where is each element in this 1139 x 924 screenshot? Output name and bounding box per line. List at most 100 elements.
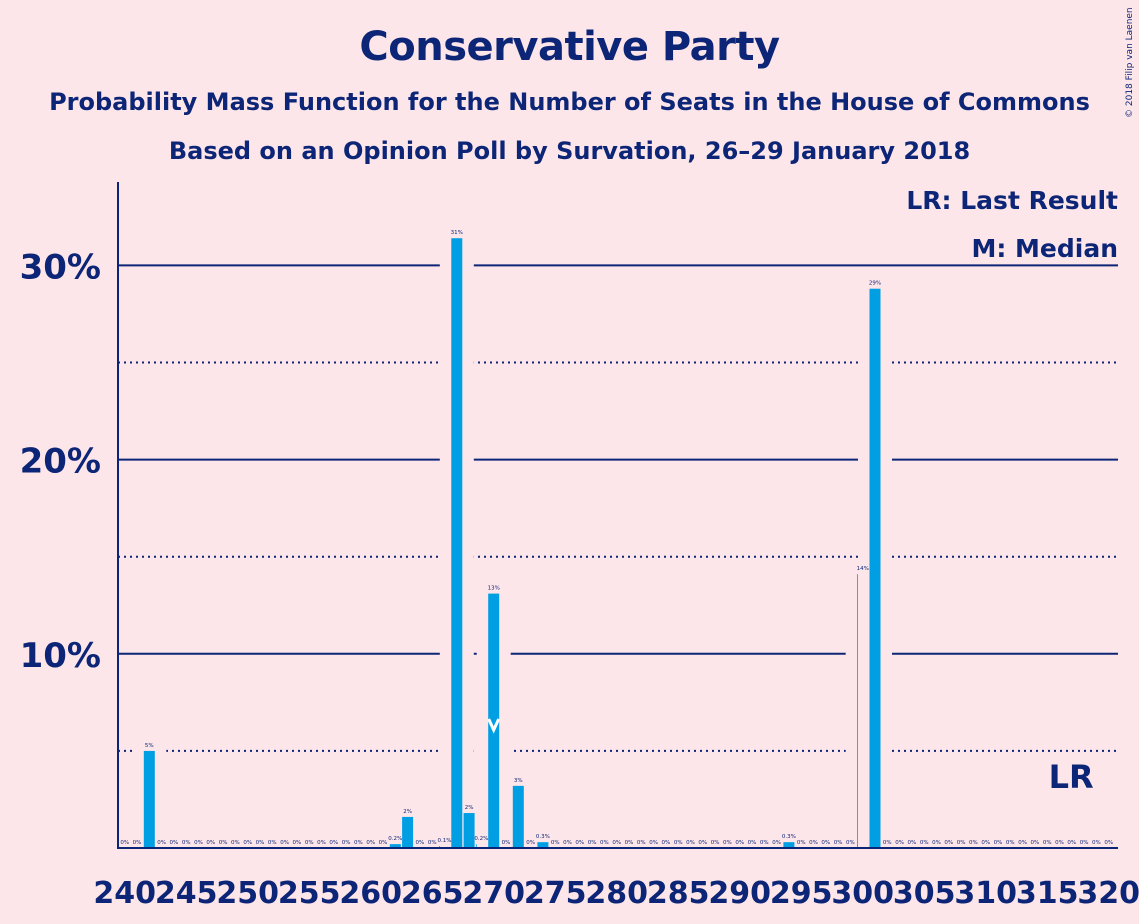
bar-label-316: 0% xyxy=(1055,840,1064,846)
bar-label-253: 0% xyxy=(280,840,289,846)
x-tick-label-250: 250 xyxy=(216,876,279,911)
bar-label-271: 0% xyxy=(502,840,511,846)
bar-label-246: 0% xyxy=(194,840,203,846)
bar-label-305: 0% xyxy=(920,840,929,846)
bar-label-304: 0% xyxy=(908,840,917,846)
x-tick-label-290: 290 xyxy=(708,876,771,911)
legend-last-result: LR: Last Result xyxy=(906,186,1118,215)
bar-label-317: 0% xyxy=(1067,840,1076,846)
bar-label-282: 0% xyxy=(637,840,646,846)
bar-label-294: 0.3% xyxy=(782,834,796,840)
median-marker xyxy=(487,718,501,734)
bar-label-272: 3% xyxy=(514,778,523,784)
bar-label-244: 0% xyxy=(170,840,179,846)
bar-label-257: 0% xyxy=(329,840,338,846)
bar-label-288: 0% xyxy=(711,840,720,846)
bars-group xyxy=(132,224,892,849)
bar-label-277: 0% xyxy=(575,840,584,846)
bar-label-254: 0% xyxy=(293,840,302,846)
bar-label-241: 0% xyxy=(133,840,142,846)
x-tick-label-300: 300 xyxy=(831,876,894,911)
bar-label-313: 0% xyxy=(1018,840,1027,846)
bar-label-268: 2% xyxy=(465,805,474,811)
bar-label-284: 0% xyxy=(662,840,671,846)
x-tick-label-280: 280 xyxy=(585,876,648,911)
bar-label-296: 0% xyxy=(809,840,818,846)
bar-label-263: 2% xyxy=(403,809,412,815)
bar-label-280: 0% xyxy=(612,840,621,846)
bar-label-287: 0% xyxy=(698,840,707,846)
x-tick-label-320: 320 xyxy=(1077,876,1139,911)
bar-label-285: 0% xyxy=(674,840,683,846)
last-result-marker: LR xyxy=(1049,758,1094,796)
bar-label-306: 0% xyxy=(932,840,941,846)
bar-label-273: 0% xyxy=(526,840,535,846)
bar-274 xyxy=(537,842,549,848)
bar-label-250: 0% xyxy=(243,840,252,846)
bar-label-292: 0% xyxy=(760,840,769,846)
bar-label-290: 0% xyxy=(735,840,744,846)
bar-label-242: 5% xyxy=(145,743,154,749)
bar-label-314: 0% xyxy=(1031,840,1040,846)
bar-label-251: 0% xyxy=(256,840,265,846)
bar-272 xyxy=(512,785,524,848)
bar-label-269: 0.2% xyxy=(474,836,488,842)
bar-label-295: 0% xyxy=(797,840,806,846)
bar-label-308: 0% xyxy=(957,840,966,846)
bar-262 xyxy=(389,844,401,848)
bar-242 xyxy=(143,750,155,848)
bar-label-312: 0% xyxy=(1006,840,1015,846)
bar-label-266: 0.1% xyxy=(438,838,452,844)
bar-label-259: 0% xyxy=(354,840,363,846)
bar-label-258: 0% xyxy=(342,840,351,846)
bar-label-245: 0% xyxy=(182,840,191,846)
chart-subtitle: Probability Mass Function for the Number… xyxy=(49,88,1090,116)
bar-label-300: 14% xyxy=(857,566,869,572)
bar-label-293: 0% xyxy=(772,840,781,846)
bar-label-247: 0% xyxy=(206,840,215,846)
bar-263 xyxy=(402,816,414,848)
grid-lines xyxy=(118,264,1118,752)
x-tick-label-305: 305 xyxy=(893,876,956,911)
x-tick-label-265: 265 xyxy=(401,876,464,911)
bar-label-256: 0% xyxy=(317,840,326,846)
bar-label-291: 0% xyxy=(748,840,757,846)
bar-label-309: 0% xyxy=(969,840,978,846)
bar-label-278: 0% xyxy=(588,840,597,846)
x-tick-labels: 2402452502552602652702752802852902953003… xyxy=(93,876,1139,911)
bar-label-307: 0% xyxy=(944,840,953,846)
x-tick-label-310: 310 xyxy=(954,876,1017,911)
x-tick-label-295: 295 xyxy=(770,876,833,911)
y-tick-label-10: 10% xyxy=(20,636,101,676)
legend-median: M: Median xyxy=(971,234,1118,263)
bar-label-318: 0% xyxy=(1080,840,1089,846)
bar-label-281: 0% xyxy=(625,840,634,846)
y-tick-labels: 10% 20% 30% xyxy=(20,247,101,675)
x-tick-label-240: 240 xyxy=(93,876,156,911)
y-tick-label-30: 30% xyxy=(20,247,101,287)
bar-label-261: 0% xyxy=(379,840,388,846)
x-tick-label-245: 245 xyxy=(155,876,218,911)
bar-label-283: 0% xyxy=(649,840,658,846)
bar-294 xyxy=(783,842,795,848)
bar-label-279: 0% xyxy=(600,840,609,846)
chart-title: Conservative Party xyxy=(359,24,780,70)
x-tick-label-270: 270 xyxy=(462,876,525,911)
bar-label-298: 0% xyxy=(834,840,843,846)
bar-label-302: 0% xyxy=(883,840,892,846)
bar-label-303: 0% xyxy=(895,840,904,846)
bar-267 xyxy=(451,238,463,848)
bar-label-310: 0% xyxy=(981,840,990,846)
bar-labels-group: 0% 0%5%0% 0% 0% 0% 0% 0% 0% 0% 0% 0% 0% 0% 0% 0% 0% 0% 0%… xyxy=(120,230,1113,846)
bar-label-289: 0% xyxy=(723,840,732,846)
bar-label-301: 29% xyxy=(869,281,881,287)
bar-label-265: 0% xyxy=(428,840,437,846)
bar-label-299: 0% xyxy=(846,840,855,846)
bar-label-249: 0% xyxy=(231,840,240,846)
bar-label-297: 0% xyxy=(821,840,830,846)
bar-label-255: 0% xyxy=(305,840,314,846)
x-tick-label-285: 285 xyxy=(647,876,710,911)
bar-label-262: 0.2% xyxy=(388,836,402,842)
x-tick-label-275: 275 xyxy=(524,876,587,911)
